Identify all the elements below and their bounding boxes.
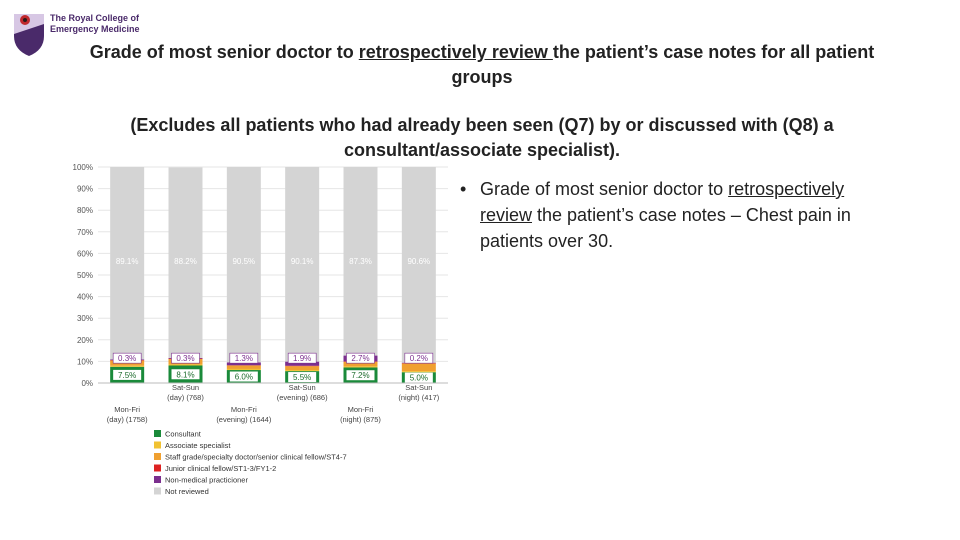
data-label-notreviewed: 87.3% xyxy=(349,257,372,266)
bar-segment-notreviewed xyxy=(285,167,320,362)
bullet-part1: Grade of most senior doctor to xyxy=(480,179,729,199)
bullet-part2: the patient’s case notes – Chest pain in… xyxy=(480,205,851,251)
legend-swatch-associate xyxy=(154,441,161,449)
x-category-label: (evening) (686) xyxy=(277,393,328,402)
x-category-label: (night) (875) xyxy=(340,415,381,424)
bar-segment-associate xyxy=(343,366,378,368)
data-label-bg xyxy=(287,352,317,364)
bullet-marker: • xyxy=(460,179,467,199)
data-label-notreviewed: 89.1% xyxy=(116,257,139,266)
bar-segment-notreviewed xyxy=(226,167,261,363)
y-tick-label: 60% xyxy=(77,249,93,258)
data-label-notreviewed: 88.2% xyxy=(174,257,197,266)
x-category-label: (evening) (1644) xyxy=(216,415,272,424)
y-tick-label: 100% xyxy=(73,163,93,172)
y-tick-label: 90% xyxy=(77,185,93,194)
data-label-bg xyxy=(229,352,259,364)
bar-segment-associate xyxy=(285,370,320,372)
data-label-notreviewed: 90.5% xyxy=(232,257,255,266)
data-label-bg xyxy=(112,352,142,364)
legend-swatch-staff xyxy=(154,453,161,460)
bar-segment-associate xyxy=(110,365,145,367)
title-part1: Grade of most senior doctor to xyxy=(89,42,359,62)
bullet-underlined1: retrospectively xyxy=(728,179,845,199)
data-label-nonmedical: 2.7% xyxy=(351,354,369,363)
legend-label: Staff grade/specialty doctor/senior clin… xyxy=(165,453,347,462)
page-subtitle: (Excludes all patients who had already b… xyxy=(130,115,834,160)
data-label-bg xyxy=(346,370,375,381)
x-category-label: Sat-Sun xyxy=(289,383,316,392)
data-label-bg xyxy=(288,372,317,383)
bar-segment-notreviewed xyxy=(110,167,145,360)
legend-swatch-consultant xyxy=(154,430,161,437)
legend-swatch-notreviewed xyxy=(154,487,161,495)
data-label-consultant: 6.0% xyxy=(235,373,253,382)
bullet-underlined2: review xyxy=(480,205,533,225)
logo-text-line2: Emergency Medicine xyxy=(50,24,140,34)
legend-swatch-nonmedical xyxy=(154,476,161,483)
data-label-bg xyxy=(404,372,433,383)
legend-label: Non-medical practicioner xyxy=(165,476,248,485)
data-label-consultant: 5.5% xyxy=(293,373,311,382)
data-label-nonmedical: 0.2% xyxy=(410,354,428,363)
y-tick-label: 20% xyxy=(77,336,93,345)
stacked-bar-chart: 0% 10% 20% 30% 40% 50% 60% 70% 80% 90% 100% 7.5% 0.3… xyxy=(73,163,448,496)
legend-label: Not reviewed xyxy=(165,487,209,496)
title-part2: the patient’s case notes for all patient… xyxy=(451,42,875,87)
data-label-consultant: 7.2% xyxy=(351,371,369,380)
x-category-label: (night) (417) xyxy=(398,393,439,402)
y-tick-label: 40% xyxy=(77,293,93,302)
data-label-bg xyxy=(346,352,375,364)
x-category-label: (day) (1758) xyxy=(107,415,148,424)
logo-text-line1: The Royal College of xyxy=(50,13,140,23)
bar-segment-staff xyxy=(285,366,320,371)
y-tick-label: 30% xyxy=(77,314,93,323)
bar-segment-nonmedical xyxy=(226,362,261,366)
data-label-notreviewed: 90.1% xyxy=(291,257,314,266)
data-label-consultant: 7.5% xyxy=(118,371,136,380)
page-title: Grade of most senior doctor to retrospec… xyxy=(60,40,904,90)
y-tick-label: 0% xyxy=(81,379,93,388)
rcem-logo: The Royal College of Emergency Medicine xyxy=(12,10,152,60)
legend-label: Associate specialist xyxy=(165,441,231,450)
bar-segment-notreviewed xyxy=(401,167,436,363)
x-category-label: (day) (768) xyxy=(167,393,204,402)
bar-segment-notreviewed xyxy=(343,167,378,356)
y-tick-label: 50% xyxy=(77,271,93,280)
x-category-label: Sat-Sun xyxy=(172,383,199,392)
data-label-bg xyxy=(171,352,200,364)
y-tick-label: 70% xyxy=(77,228,93,237)
bar-segment-associate xyxy=(401,371,436,373)
title-underlined: retrospectively review xyxy=(358,42,553,62)
bar-segment-nonmedical xyxy=(285,361,320,366)
legend-swatch-junior xyxy=(154,464,161,472)
data-label-bg xyxy=(404,352,434,364)
data-label-nonmedical: 0.3% xyxy=(118,354,136,363)
x-category-label: Mon-Fri xyxy=(114,405,140,414)
x-category-label: Mon-Fri xyxy=(348,405,374,414)
data-label-nonmedical: 1.3% xyxy=(235,354,253,363)
x-category-label: Sat-Sun xyxy=(405,383,432,392)
x-category-label: Mon-Fri xyxy=(231,405,257,414)
bar-segment-associate xyxy=(226,368,261,371)
bullet-text: Grade of most senior doctor to retrospec… xyxy=(480,176,900,254)
data-label-nonmedical: 1.9% xyxy=(293,354,311,363)
data-label-consultant: 5.0% xyxy=(410,374,428,383)
legend-label: Consultant xyxy=(165,430,202,439)
data-label-consultant: 8.1% xyxy=(176,370,194,379)
data-label-bg xyxy=(171,369,200,380)
data-label-bg xyxy=(229,371,258,382)
bar-segment-staff xyxy=(401,363,436,372)
data-label-bg xyxy=(113,369,142,380)
bar-segment-notreviewed xyxy=(168,167,203,358)
data-label-nonmedical: 0.3% xyxy=(176,354,194,363)
data-label-notreviewed: 90.6% xyxy=(407,257,430,266)
y-tick-label: 10% xyxy=(77,357,93,366)
y-tick-label: 80% xyxy=(77,206,93,215)
legend-label: Junior clinical fellow/ST1-3/FY1-2 xyxy=(165,464,276,473)
bar-segment-associate xyxy=(168,364,203,366)
rcem-shield-icon xyxy=(14,14,44,56)
bar-segment-staff xyxy=(226,365,261,369)
bar-segment-staff xyxy=(343,361,378,367)
